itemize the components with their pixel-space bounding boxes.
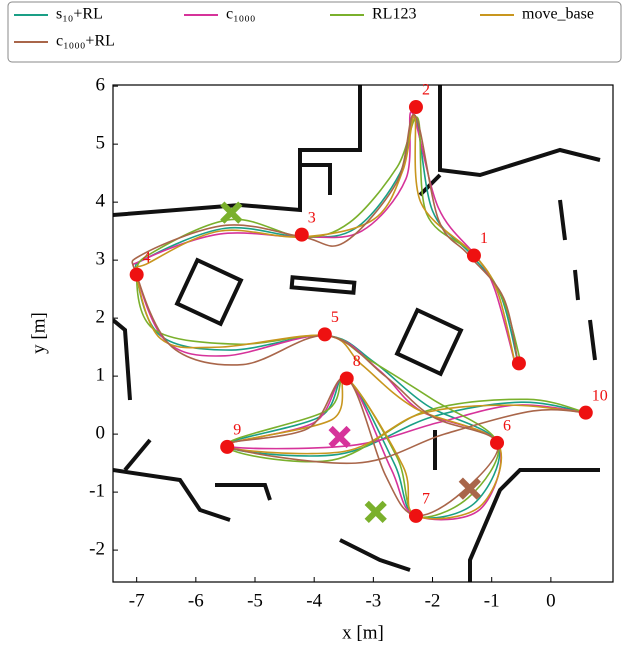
y-tick-label: 4 [96, 191, 106, 212]
y-tick-label: 6 [96, 75, 106, 96]
waypoint [340, 371, 354, 385]
y-tick-label: -2 [89, 538, 105, 559]
cross-marker [331, 428, 349, 446]
legend-label: c₁₀₀₀ [226, 6, 255, 23]
x-tick-label: -1 [484, 590, 500, 611]
x-tick-label: -6 [188, 590, 204, 611]
waypoint [318, 327, 332, 341]
waypoint-label: 7 [422, 491, 430, 508]
y-tick-label: 3 [96, 248, 106, 269]
plot-frame [113, 85, 613, 582]
waypoint [467, 248, 481, 262]
waypoint-label: 4 [143, 249, 151, 266]
waypoint-label: 1 [480, 230, 488, 247]
waypoint [295, 228, 309, 242]
y-tick-label: 2 [96, 306, 106, 327]
waypoint [220, 440, 234, 454]
waypoint [409, 100, 423, 114]
cross-marker [461, 480, 479, 498]
waypoint [579, 406, 593, 420]
y-axis-label: y [m] [28, 312, 49, 354]
legend-label: c₁₀₀₀+RL [56, 33, 115, 50]
waypoint-label: 2 [422, 82, 430, 99]
waypoint [130, 268, 144, 282]
x-axis-label: x [m] [342, 622, 384, 643]
cross-marker [367, 503, 385, 521]
waypoint [409, 509, 423, 523]
y-tick-label: -1 [89, 480, 105, 501]
x-tick-label: -5 [247, 590, 263, 611]
waypoint-label: 5 [331, 309, 339, 326]
x-tick-label: -4 [306, 590, 322, 611]
waypoint-label: 6 [503, 417, 511, 434]
legend-label: s₁₀+RL [56, 6, 103, 23]
map [113, 80, 600, 582]
y-tick-label: 0 [96, 422, 106, 443]
waypoint [490, 436, 504, 450]
x-tick-label: -3 [365, 590, 381, 611]
waypoint [512, 356, 526, 370]
waypoint-label: 3 [308, 209, 316, 226]
y-tick-label: 1 [96, 364, 106, 385]
legend-label: RL123 [372, 6, 416, 23]
waypoint-label: 9 [233, 422, 241, 439]
x-tick-label: 0 [546, 590, 556, 611]
x-tick-label: -2 [425, 590, 441, 611]
y-tick-label: 5 [96, 133, 106, 154]
legend-label: move_base [522, 6, 594, 23]
x-tick-label: -7 [129, 590, 145, 611]
waypoint-label: 10 [592, 387, 608, 404]
chart: x [m] y [m] -7 -6 -5 -4 -3 -2 -1 0 -2 -1 0 1 2 3 4 5 6 s₁… [0, 0, 629, 648]
waypoint-label: 8 [353, 353, 361, 370]
